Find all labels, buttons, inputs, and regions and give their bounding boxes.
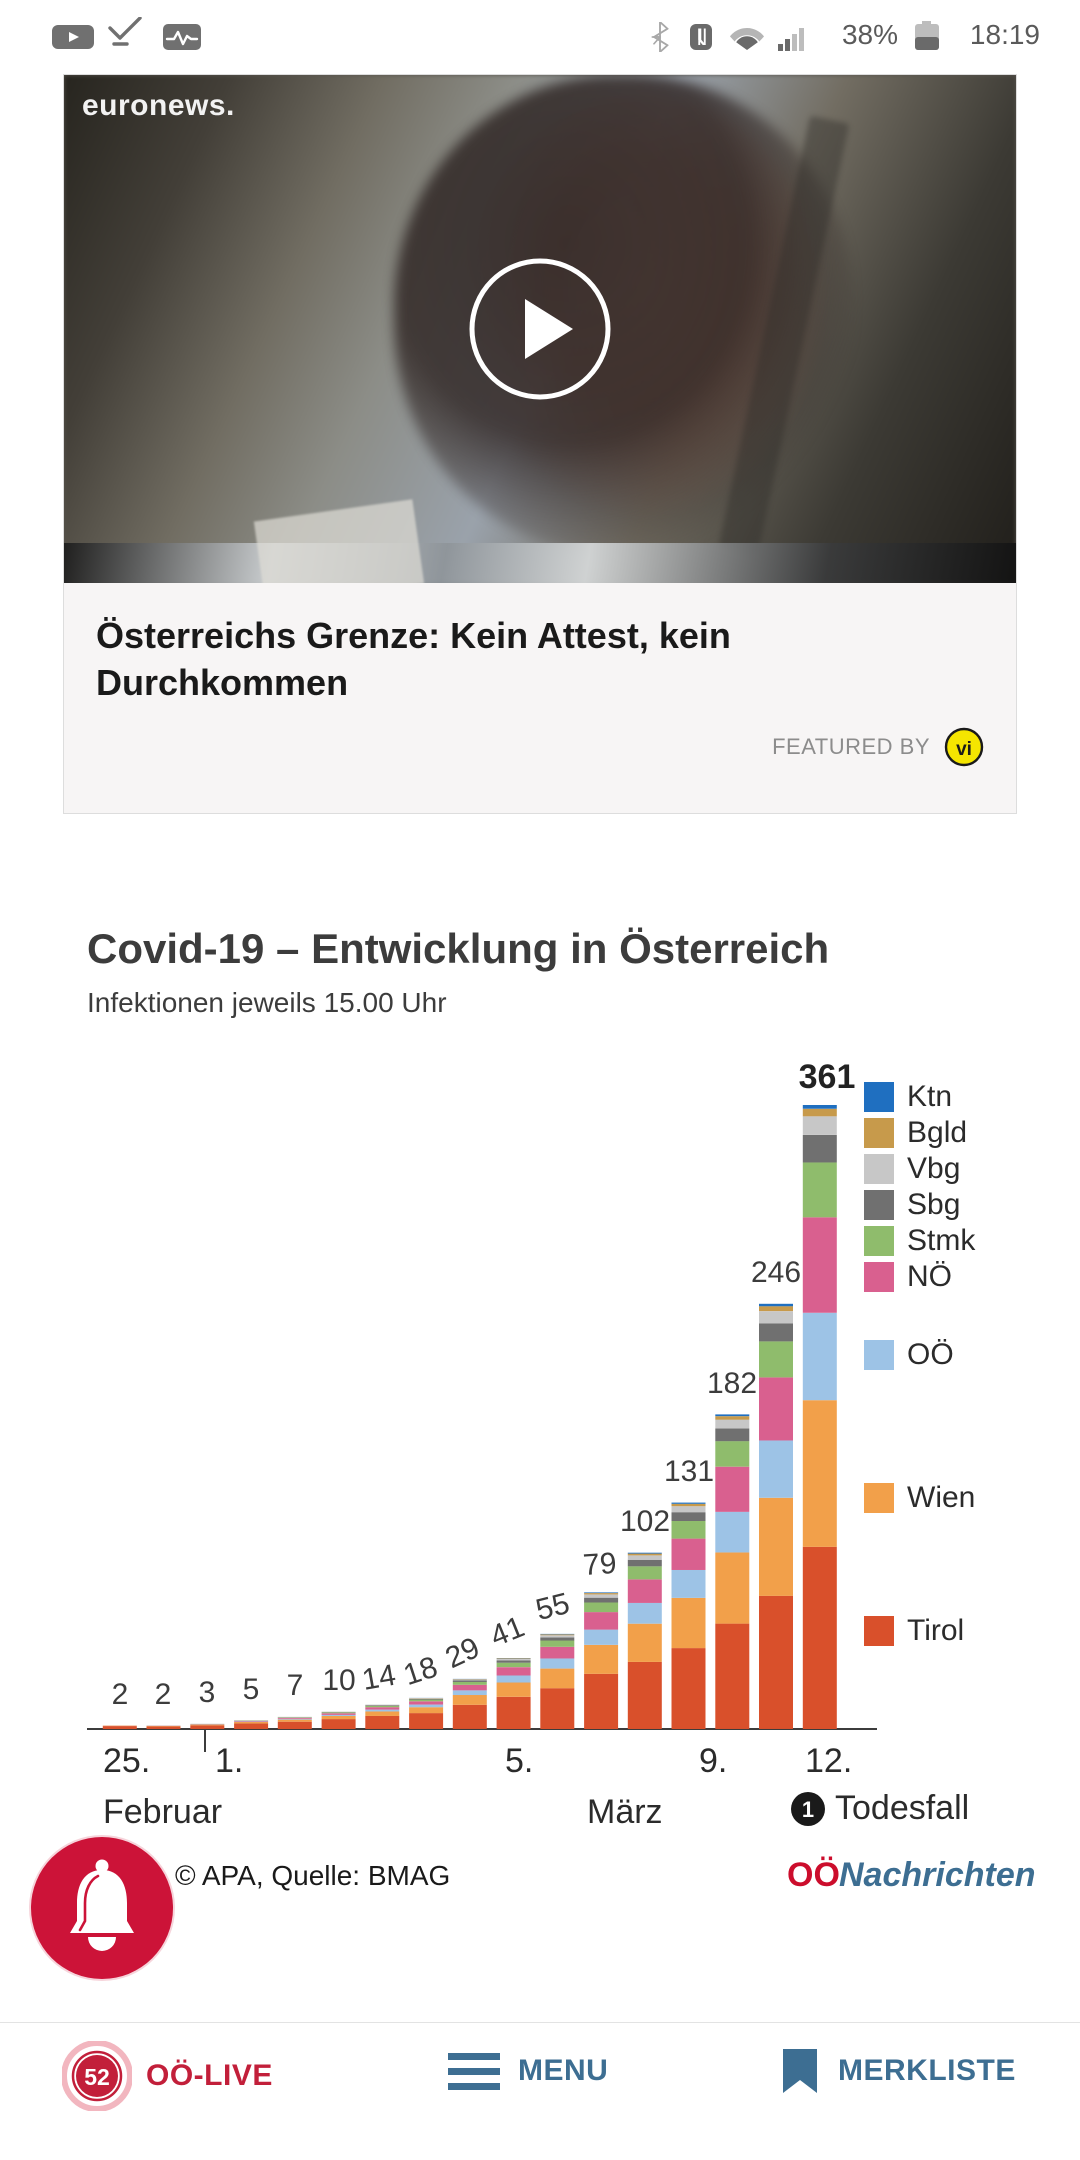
svg-text:OÖ: OÖ (787, 1856, 840, 1894)
svg-text:52: 52 (84, 2064, 110, 2090)
svg-text:vi: vi (956, 739, 972, 760)
svg-text:Nachrichten: Nachrichten (839, 1856, 1036, 1894)
svg-text:1: 1 (802, 1797, 814, 1822)
